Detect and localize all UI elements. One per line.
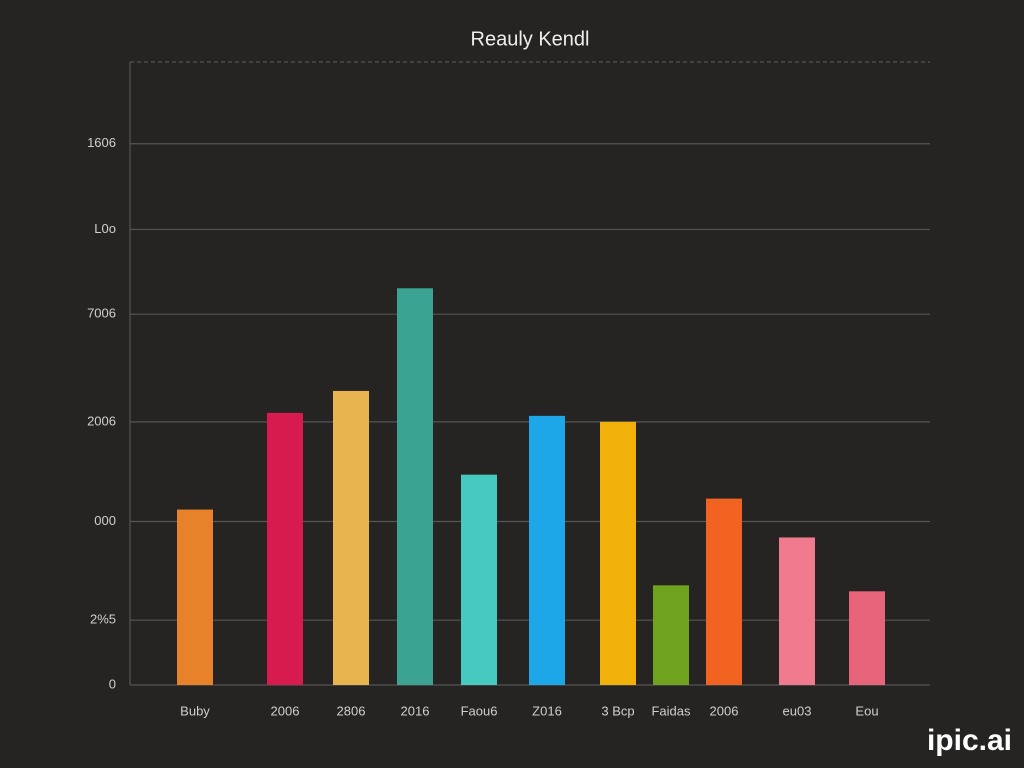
x-tick-label: 2006	[710, 703, 739, 718]
bar	[529, 415, 565, 685]
chart-title: Reauly Kendl	[471, 28, 590, 50]
y-tick-label: 7006	[87, 306, 116, 321]
x-tick-label: Z016	[532, 703, 562, 718]
watermark: ipic.ai	[927, 724, 1012, 757]
x-tick-label: 2806	[337, 703, 366, 718]
bar	[706, 498, 742, 685]
bar	[333, 390, 369, 685]
bar	[177, 509, 213, 685]
bar	[267, 412, 303, 685]
y-tick-label: L0o	[94, 221, 116, 236]
bar	[849, 591, 885, 685]
bar	[600, 421, 636, 685]
x-tick-label: 2016	[401, 703, 430, 718]
y-tick-label: 000	[94, 513, 116, 528]
x-tick-label: Faou6	[461, 703, 498, 718]
bar	[461, 474, 497, 685]
bar	[653, 585, 689, 685]
x-tick-label: 2006	[271, 703, 300, 718]
bar	[779, 537, 815, 685]
y-tick-label: 1606	[87, 135, 116, 150]
bar	[397, 288, 433, 685]
x-tick-label: Buby	[180, 703, 210, 718]
x-tick-label: 3 Bcp	[601, 703, 634, 718]
x-tick-label: eu03	[783, 703, 812, 718]
x-tick-label: Eou	[855, 703, 878, 718]
y-tick-label: 0	[109, 676, 116, 691]
x-tick-label: Faidas	[651, 703, 691, 718]
y-tick-label: 2006	[87, 413, 116, 428]
y-tick-label: 2%5	[90, 612, 116, 627]
